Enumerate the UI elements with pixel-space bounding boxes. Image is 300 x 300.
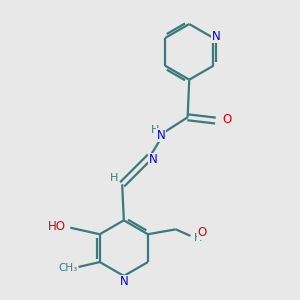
Text: H: H <box>110 173 118 184</box>
Text: HO: HO <box>48 220 66 232</box>
Text: O: O <box>222 113 231 126</box>
Text: H: H <box>151 125 159 135</box>
Text: O: O <box>197 226 206 239</box>
Text: N: N <box>149 153 158 166</box>
Text: N: N <box>157 129 166 142</box>
Text: CH₃: CH₃ <box>58 262 78 273</box>
Text: N: N <box>212 30 220 43</box>
Text: H: H <box>194 232 202 242</box>
Text: N: N <box>119 275 128 288</box>
